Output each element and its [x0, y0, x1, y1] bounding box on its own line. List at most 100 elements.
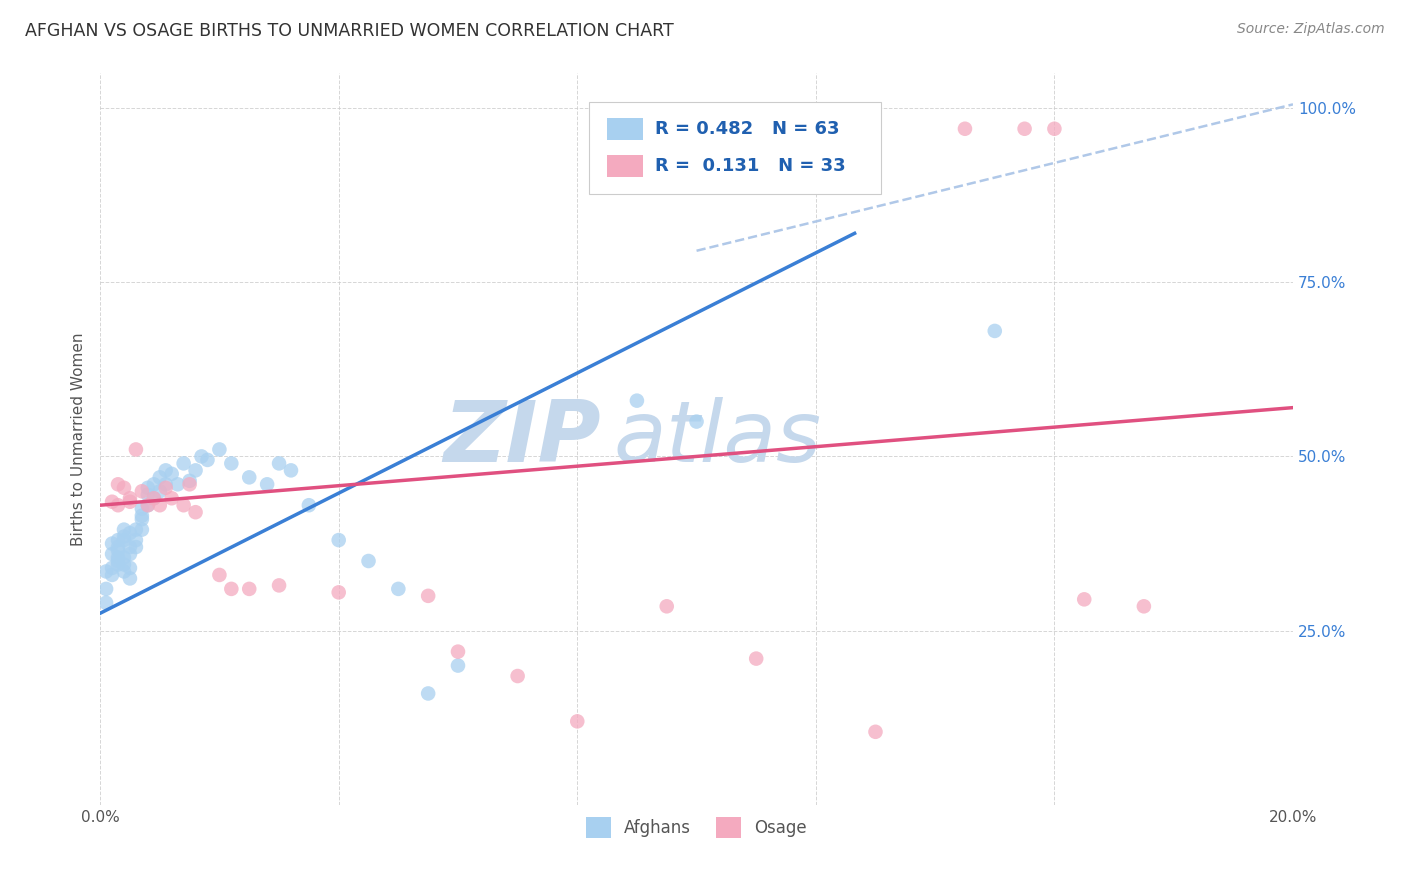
FancyBboxPatch shape [589, 103, 882, 194]
Point [221, 457, 243, 471]
Point [142, 491, 165, 506]
Text: atlas: atlas [613, 398, 821, 481]
Point [155, 481, 177, 495]
Point [107, 554, 129, 568]
Point [190, 450, 212, 464]
Point [101, 568, 124, 582]
Point [149, 484, 172, 499]
Point [107, 540, 129, 554]
Point [184, 505, 207, 519]
Point [125, 540, 148, 554]
Point [328, 585, 350, 599]
Point [447, 658, 470, 673]
Point [179, 477, 201, 491]
Point [107, 558, 129, 572]
Point [112, 550, 135, 565]
Point [745, 651, 768, 665]
Point [101, 547, 124, 561]
Point [107, 498, 129, 512]
Point [112, 558, 135, 572]
Point [101, 561, 124, 575]
Point [131, 484, 153, 499]
Point [953, 121, 976, 136]
Point [166, 477, 188, 491]
Point [328, 533, 350, 547]
Point [131, 512, 153, 526]
Point [155, 477, 177, 491]
Point [101, 494, 124, 508]
Legend: Afghans, Osage: Afghans, Osage [579, 811, 814, 844]
Point [131, 523, 153, 537]
Point [125, 442, 148, 457]
Point [685, 415, 707, 429]
Point [136, 498, 159, 512]
Point [94, 582, 117, 596]
Text: ZIP: ZIP [443, 398, 602, 481]
Point [107, 533, 129, 547]
Point [118, 491, 141, 506]
Point [131, 508, 153, 523]
FancyBboxPatch shape [607, 155, 643, 177]
Text: Source: ZipAtlas.com: Source: ZipAtlas.com [1237, 22, 1385, 37]
Text: R =  0.131   N = 33: R = 0.131 N = 33 [655, 157, 845, 175]
Point [387, 582, 409, 596]
Point [155, 463, 177, 477]
Point [101, 536, 124, 550]
Point [136, 488, 159, 502]
Point [125, 533, 148, 547]
Point [418, 589, 440, 603]
Point [298, 498, 321, 512]
Point [447, 645, 470, 659]
Point [357, 554, 380, 568]
Point [418, 686, 440, 700]
Point [184, 463, 207, 477]
Point [865, 724, 887, 739]
Point [984, 324, 1007, 338]
Point [267, 578, 290, 592]
Point [267, 457, 290, 471]
FancyBboxPatch shape [607, 119, 643, 140]
Point [94, 596, 117, 610]
Point [1073, 592, 1095, 607]
Point [208, 442, 231, 457]
Text: AFGHAN VS OSAGE BIRTHS TO UNMARRIED WOMEN CORRELATION CHART: AFGHAN VS OSAGE BIRTHS TO UNMARRIED WOME… [25, 22, 673, 40]
Point [1133, 599, 1156, 614]
Point [173, 457, 195, 471]
Point [125, 523, 148, 537]
Text: R = 0.482   N = 63: R = 0.482 N = 63 [655, 120, 839, 138]
Point [149, 498, 172, 512]
Point [238, 470, 260, 484]
Point [118, 561, 141, 575]
Point [280, 463, 302, 477]
Point [118, 547, 141, 561]
Point [107, 477, 129, 491]
Point [208, 568, 231, 582]
Point [160, 491, 183, 506]
Point [118, 494, 141, 508]
Point [506, 669, 529, 683]
Point [131, 501, 153, 516]
Point [94, 565, 117, 579]
Point [136, 481, 159, 495]
Point [112, 530, 135, 544]
Point [149, 470, 172, 484]
Point [118, 571, 141, 585]
Point [112, 533, 135, 547]
Point [160, 467, 183, 481]
Point [256, 477, 278, 491]
Point [238, 582, 260, 596]
Point [107, 550, 129, 565]
Point [118, 526, 141, 541]
Point [1014, 121, 1036, 136]
Point [655, 599, 678, 614]
Point [197, 453, 219, 467]
Point [142, 491, 165, 506]
Point [112, 481, 135, 495]
Point [136, 498, 159, 512]
Point [221, 582, 243, 596]
Point [112, 565, 135, 579]
Point [112, 523, 135, 537]
Point [179, 474, 201, 488]
Point [626, 393, 648, 408]
Point [567, 714, 589, 729]
